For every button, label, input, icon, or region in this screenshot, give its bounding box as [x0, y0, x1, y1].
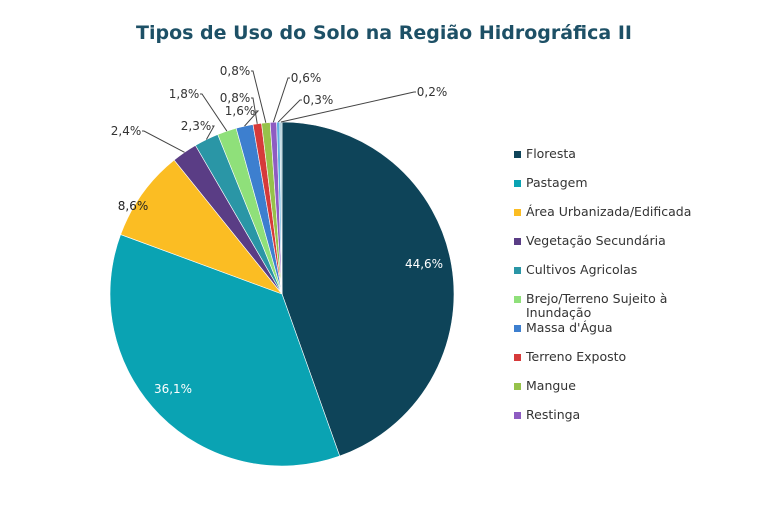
legend-swatch — [514, 151, 521, 158]
legend-item: Pastagem — [514, 176, 691, 205]
leader-line — [272, 77, 290, 123]
leader-line — [205, 125, 215, 140]
data-label: 2,3% — [181, 119, 212, 133]
chart-title: Tipos de Uso do Solo na Região Hidrográf… — [136, 22, 632, 44]
legend-swatch — [514, 180, 521, 187]
legend-item: Terreno Exposto — [514, 350, 691, 379]
legend-label: Pastagem — [526, 175, 588, 190]
leader-line — [251, 97, 258, 124]
pie-slice — [109, 234, 341, 467]
leader-line — [244, 110, 260, 127]
legend-item: Área Urbanizada/Edificada — [514, 205, 691, 234]
legend-label: Cultivos Agricolas — [526, 262, 638, 277]
data-label: 0,8% — [220, 64, 251, 78]
leader-line — [280, 91, 416, 123]
legend-label: Terreno Exposto — [526, 349, 627, 364]
legend-label: Vegetação Secundária — [526, 233, 666, 248]
legend-item: Massa d'Água — [514, 321, 691, 350]
legend-item: Brejo/Terreno Sujeito à Inundação — [514, 292, 691, 321]
legend-item: Floresta — [514, 147, 691, 176]
data-label: 8,6% — [118, 199, 149, 213]
legend-swatch — [514, 354, 521, 361]
legend-swatch — [514, 267, 521, 274]
data-label: 0,3% — [303, 93, 334, 107]
data-label: 0,6% — [291, 71, 322, 85]
pie-slice — [281, 121, 455, 457]
leader-line — [142, 130, 185, 153]
legend-label: Área Urbanizada/Edificada — [526, 204, 692, 219]
data-label: 0,2% — [417, 85, 448, 99]
legend-label: Mangue — [526, 378, 576, 393]
leader-line — [200, 93, 228, 132]
legend-item: Vegetação Secundária — [514, 234, 691, 263]
data-label: 36,1% — [154, 382, 192, 396]
leader-line — [251, 70, 267, 123]
legend-swatch — [514, 325, 521, 332]
data-label: 44,6% — [405, 257, 443, 271]
legend-label: Massa d'Água — [526, 320, 613, 335]
legend-swatch — [514, 412, 521, 419]
pie-slice — [120, 159, 283, 295]
legend-swatch — [514, 296, 521, 303]
legend-swatch — [514, 209, 521, 216]
legend-item: Cultivos Agricolas — [514, 263, 691, 292]
legend-label: Restinga — [526, 407, 581, 422]
legend-item: Mangue — [514, 379, 691, 408]
legend-item: Restinga — [514, 408, 691, 437]
data-label: 0,8% — [220, 91, 251, 105]
legend-label: Floresta — [526, 146, 576, 161]
data-label: 1,6% — [225, 104, 256, 118]
legend-swatch — [514, 383, 521, 390]
data-label: 2,4% — [111, 124, 142, 138]
data-label: 1,8% — [169, 87, 200, 101]
legend-swatch — [514, 238, 521, 245]
legend-label: Brejo/Terreno Sujeito à Inundação — [526, 291, 668, 320]
legend: Floresta Pastagem Área Urbanizada/Edificad… — [514, 147, 691, 437]
leader-line — [277, 99, 302, 123]
